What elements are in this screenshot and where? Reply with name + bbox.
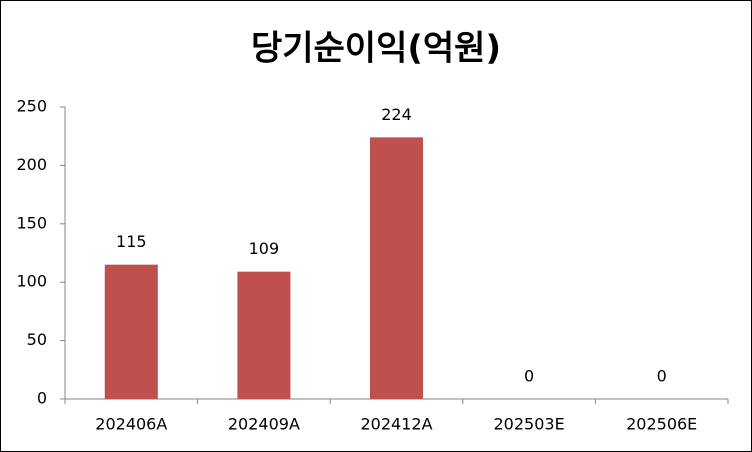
data-label: 0 (657, 367, 667, 386)
x-tick-label: 202503E (494, 415, 565, 434)
y-tick-label: 150 (16, 213, 47, 232)
y-tick-label: 100 (16, 272, 47, 291)
data-label: 115 (116, 232, 147, 251)
data-label: 0 (524, 367, 534, 386)
y-tick-label: 0 (37, 389, 47, 408)
y-tick-label: 200 (16, 155, 47, 174)
bar (369, 137, 424, 400)
y-tick-label: 50 (27, 330, 47, 349)
x-tick-label: 202409A (228, 415, 300, 434)
y-tick-label: 250 (16, 97, 47, 116)
data-label: 109 (249, 239, 280, 258)
x-tick-label: 202506E (626, 415, 697, 434)
data-label: 224 (381, 105, 412, 124)
bar (104, 264, 158, 399)
bar (237, 271, 291, 399)
chart-title: 당기순이익(억원) (251, 29, 501, 69)
x-tick-label: 202412A (360, 415, 432, 434)
x-tick-label: 202406A (95, 415, 167, 434)
